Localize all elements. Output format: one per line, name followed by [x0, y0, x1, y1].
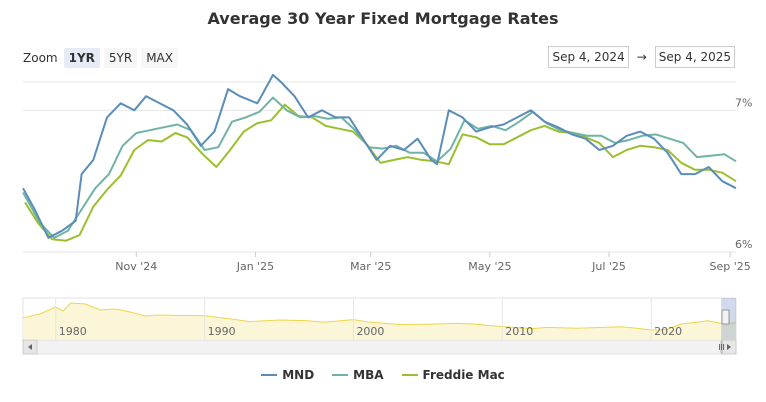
- x-tick-label: May '25: [468, 260, 511, 273]
- scrollbar-track[interactable]: [22, 339, 737, 355]
- navigator-tick-label: 2010: [505, 325, 533, 338]
- y-axis-ticks: 7% 6%: [735, 96, 752, 251]
- series-line-mba: [22, 96, 737, 239]
- date-range: Sep 4, 2024 → Sep 4, 2025: [548, 46, 735, 68]
- x-tick-label: Mar '25: [350, 260, 391, 273]
- zoom-5yr-button[interactable]: 5YR: [103, 48, 138, 68]
- navigator[interactable]: 1980 1990 2000 2010 2020: [22, 297, 737, 355]
- x-tick-label: Jul '25: [591, 260, 626, 273]
- legend-swatch-mba: [332, 374, 349, 376]
- scroll-left-arrow-icon: [28, 344, 32, 350]
- series-lines: [22, 73, 737, 242]
- legend-item-freddie-mac[interactable]: Freddie Mac: [401, 368, 505, 382]
- navigator-area: [23, 303, 736, 339]
- x-axis-ticks: Nov '24 Jan '25 Mar '25 May '25 Jul '25 Sep '…: [115, 252, 751, 273]
- date-from-input[interactable]: Sep 4, 2024: [548, 46, 629, 68]
- legend-swatch-freddie-mac: [401, 374, 418, 376]
- navigator-tick-label: 1990: [208, 325, 236, 338]
- legend-label-mnd: MND: [282, 368, 315, 382]
- legend-swatch-mnd: [261, 374, 278, 376]
- zoom-label: Zoom: [23, 51, 58, 65]
- legend-label-freddie-mac: Freddie Mac: [422, 368, 505, 382]
- y-tick-label: 6%: [735, 238, 752, 251]
- zoom-controls: Zoom 1YR 5YR MAX: [23, 48, 182, 68]
- x-tick-label: Nov '24: [115, 260, 157, 273]
- series-line-freddie-mac: [24, 103, 737, 242]
- legend-item-mnd[interactable]: MND: [261, 368, 314, 382]
- date-to-input[interactable]: Sep 4, 2025: [654, 46, 735, 68]
- x-tick-label: Sep '25: [710, 260, 751, 273]
- navigator-tick-label: 2020: [654, 325, 682, 338]
- chart-title: Average 30 Year Fixed Mortgage Rates: [207, 9, 559, 28]
- navigator-handle-right[interactable]: [721, 309, 730, 325]
- navigator-tick-label: 1980: [59, 325, 87, 338]
- legend-item-mba[interactable]: MBA: [332, 368, 384, 382]
- y-tick-label: 7%: [735, 96, 752, 109]
- zoom-1yr-button[interactable]: 1YR: [63, 48, 100, 68]
- x-tick-label: Jan '25: [236, 260, 274, 273]
- legend-label-mba: MBA: [353, 368, 384, 382]
- scroll-right-arrow-icon: [727, 344, 731, 350]
- range-arrow: →: [636, 50, 647, 64]
- navigator-tick-label: 2000: [356, 325, 384, 338]
- series-line-mnd: [22, 73, 737, 239]
- zoom-max-button[interactable]: MAX: [141, 48, 178, 68]
- grid-lines: [23, 81, 736, 253]
- legend: MND MBA Freddie Mac: [0, 368, 766, 382]
